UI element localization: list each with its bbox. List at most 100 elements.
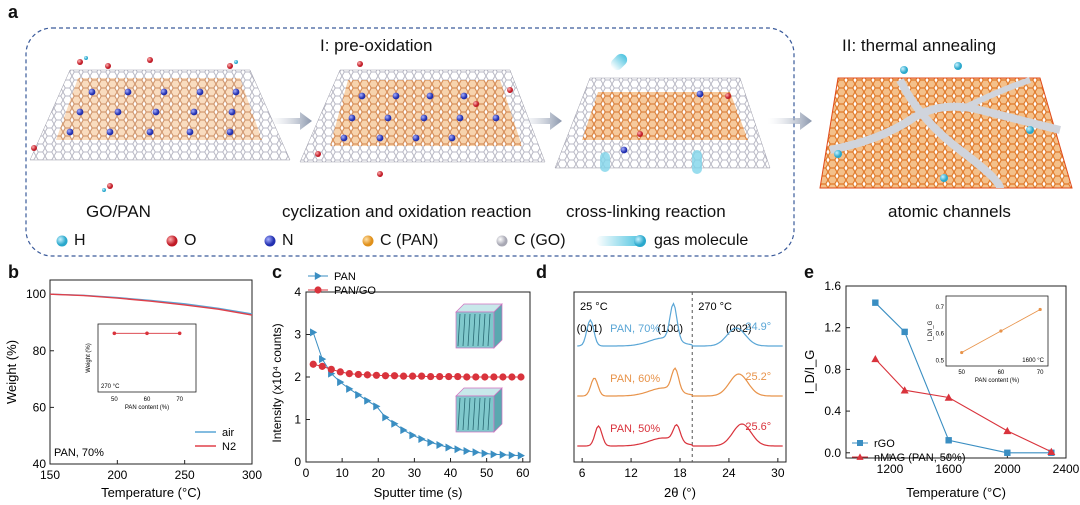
d-curve-2: [577, 423, 783, 447]
e-plot-frame: [845, 285, 1067, 459]
e-ytick-label: 0.8: [824, 362, 841, 376]
c-xlabel: Sputter time (s): [374, 485, 463, 500]
c-point-pan: [391, 419, 399, 428]
e-point-rgo: [872, 299, 879, 306]
c-cube-pan-strand: [472, 313, 476, 347]
c-cube-pan-strand: [487, 313, 491, 347]
b-inset-ylabel: Weight (%): [86, 343, 92, 373]
caption-go-pan: GO/PAN: [86, 202, 151, 221]
e-ylabel: I_D/I_G: [802, 350, 817, 395]
caption-cross-linking: cross-linking reaction: [566, 202, 726, 221]
e-inset-annotation: 1600 °C: [1022, 358, 1044, 364]
c-cube-pan-strand: [457, 313, 461, 347]
c-point-pan: [355, 390, 363, 399]
caption-cyclization: cyclization and oxidation reaction: [282, 202, 532, 221]
c-point-pan: [499, 450, 507, 459]
e-inset-xtick-label: 50: [958, 370, 965, 376]
c-point-pan: [445, 443, 453, 452]
c-xtick-label: 10: [335, 466, 349, 480]
d-xtick-label: 6: [579, 466, 586, 480]
c-point-pango: [472, 373, 480, 381]
b-inset-frame: [97, 323, 197, 393]
panel-b-letter: b: [8, 262, 19, 282]
c-point-pango: [445, 372, 453, 381]
b-ytick-label: 100: [26, 287, 46, 301]
c-cube-pango-side: [493, 387, 503, 433]
d-curve-0: [577, 302, 783, 347]
legend-o-marker: [166, 235, 178, 247]
d-xtick-label: 24: [722, 466, 736, 480]
c-xtick-label: 0: [303, 466, 310, 480]
e-xtick-label: 2000: [994, 462, 1021, 476]
c-legend-label-pango: PAN/GO: [334, 285, 376, 297]
b-xtick-label: 150: [40, 468, 60, 482]
d-xtick-label: 30: [771, 466, 785, 480]
e-point-nmag: [944, 393, 953, 401]
b-inset-xtick-label: 70: [176, 397, 183, 403]
c-cube-pango-strand: [462, 397, 466, 431]
b-inset-point: [112, 331, 117, 336]
caption-atomic-channels: atomic channels: [888, 202, 1011, 221]
c-ytick-label: 0: [294, 455, 301, 469]
c-cube-pango-strand: [482, 397, 486, 431]
c-point-pan: [418, 435, 426, 444]
c-ytick-label: 3: [294, 328, 301, 342]
c-cube-pan-strand: [477, 313, 481, 347]
cross-linking-sheet: [554, 53, 771, 174]
legend-h-marker: [56, 235, 68, 247]
c-xtick-label: 40: [444, 466, 458, 480]
e-legend-marker-nmag: [856, 453, 864, 460]
e-point-nmag: [900, 386, 909, 394]
panel-a-letter: a: [8, 2, 19, 22]
arrow-3: [768, 112, 812, 130]
c-point-pango: [390, 372, 399, 380]
b-legend-label-air: air: [222, 427, 235, 439]
panel-a-illustration: [25, 27, 1073, 257]
e-inset-ytick-label: 0.5: [936, 359, 945, 365]
c-cube-pango-strand: [457, 397, 461, 431]
legend-cgo-label: C (GO): [514, 232, 566, 249]
pre-oxidation-frame: [25, 27, 795, 257]
b-series-air: [49, 293, 253, 315]
b-xtick-label: 300: [242, 468, 262, 482]
e-legend-marker-rgo: [857, 440, 863, 446]
c-cube-pango-strand: [487, 397, 491, 431]
e-inset-xtick-label: 70: [1037, 370, 1044, 376]
c-point-pan: [337, 378, 345, 387]
d-xtick-label: 18: [673, 466, 687, 480]
legend-n-label: N: [282, 232, 294, 249]
e-inset-xtick-label: 60: [998, 370, 1005, 376]
b-ytick-label: 40: [33, 457, 47, 471]
b-xtick-label: 250: [175, 468, 195, 482]
d-peak-value-0: 24.9°: [745, 321, 771, 333]
e-inset-point: [999, 329, 1003, 333]
panel-e-letter: e: [804, 262, 815, 282]
b-ytick-label: 80: [33, 344, 47, 358]
d-peak-100-label: (100): [657, 323, 683, 335]
c-point-pango: [408, 372, 417, 380]
c-legend-marker-pango: [314, 286, 322, 294]
e-legend-label-rgo: rGO: [874, 438, 895, 450]
atomic-channels-sheet: [819, 62, 1073, 190]
c-cube-pango-strand: [472, 397, 476, 431]
legend-gas-label: gas molecule: [654, 232, 749, 249]
c-point-pango: [399, 372, 408, 380]
stage-1-title: I: pre-oxidation: [320, 36, 433, 55]
b-ytick-label: 60: [33, 400, 47, 414]
e-inset-ytick-label: 0.6: [936, 332, 945, 338]
d-series-label-0: PAN, 70%: [610, 323, 660, 335]
panel-c-letter: c: [272, 262, 283, 282]
d-left-label: 25 °C: [580, 301, 608, 313]
e-point-rgo: [1004, 449, 1011, 456]
c-cube-pango: [455, 387, 503, 433]
c-xtick-label: 60: [516, 466, 530, 480]
chart-c-sputter: 0 10 20 30 40 50 60 0 1 2 3 4 Sputter time (s) Intens…: [270, 271, 531, 500]
c-cube-pango-strand: [467, 397, 471, 431]
legend-h-label: H: [74, 232, 86, 249]
c-point-pango: [490, 373, 498, 381]
e-xtick-label: 2400: [1053, 462, 1080, 476]
c-xtick-label: 20: [372, 466, 386, 480]
c-legend-label-pan: PAN: [334, 271, 356, 283]
c-cube-pan-strand: [467, 313, 471, 347]
c-cube-pan: [455, 303, 503, 349]
